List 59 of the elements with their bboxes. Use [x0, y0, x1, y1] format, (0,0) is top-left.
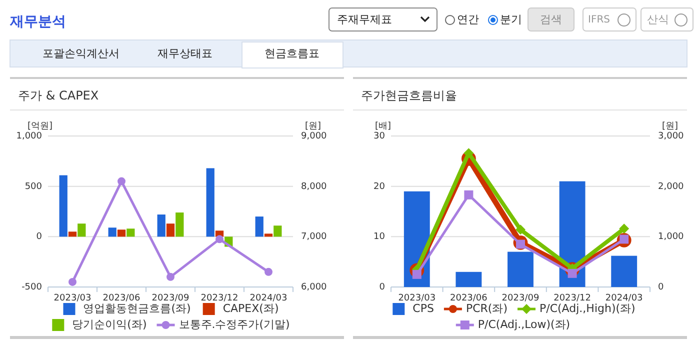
annotation: 현금흐름표: [264, 47, 320, 60]
annotation: 포괄손익계산서: [42, 47, 120, 60]
annotation: 분기: [500, 13, 522, 26]
ytick: 30: [374, 131, 385, 142]
ytick: 0: [36, 232, 42, 242]
ytick: 20: [374, 182, 385, 192]
ylabel: [배]: [374, 121, 392, 132]
ytick: 10: [374, 232, 385, 242]
ytick: 500: [24, 182, 42, 192]
legend: PCR(좌): [466, 302, 508, 316]
y2tick: 7,000: [301, 232, 327, 242]
xtick: 2023/03: [54, 293, 92, 304]
y2tick: 1,000: [658, 232, 684, 242]
point: [264, 268, 272, 276]
xtick: 2023/06: [450, 293, 488, 304]
point: [464, 148, 474, 158]
title: 주가현금흐름비율: [361, 88, 457, 102]
y2tick: 6,000: [301, 282, 327, 292]
legend: 영업활동현금흐름(좌): [83, 302, 191, 316]
legend: 보통주.수정주가(기말): [178, 318, 290, 332]
annotation: 산식: [647, 13, 669, 26]
xtick: 2023/12: [554, 293, 591, 304]
ylabel: [억원]: [27, 121, 53, 132]
ytick: 0: [379, 282, 385, 292]
y2label: [원]: [662, 121, 678, 132]
y2tick: 0: [658, 282, 664, 292]
xtick: 2023/03: [398, 293, 436, 304]
legend: CAPEX(좌): [222, 302, 279, 316]
y2tick: 9,000: [301, 131, 327, 142]
point: [68, 278, 76, 286]
xtick: 2024/03: [250, 293, 288, 304]
xtick: 2023/09: [502, 293, 540, 304]
y2label: [원]: [304, 121, 322, 132]
point: [166, 272, 174, 281]
y2tick: 2,000: [658, 182, 684, 192]
legend: P/C(Adj.,Low)(좌): [478, 318, 570, 332]
point: [464, 190, 474, 200]
legend: P/C(Adj.,High)(좌): [540, 302, 636, 316]
y2tick: 3,000: [658, 131, 684, 142]
title: 재무분석: [10, 14, 66, 30]
title: 주가 & CAPEX: [18, 88, 99, 102]
legend: 당기순이익(좌): [72, 318, 147, 332]
xtick: 2023/06: [102, 293, 140, 304]
xtick: 2023/12: [200, 293, 238, 304]
y2tick: 8,000: [301, 182, 327, 192]
annotation: IFRS: [588, 14, 610, 26]
xtick: 2023/09: [152, 293, 190, 304]
annotation: 재무상태표: [158, 47, 212, 60]
annotation: 주재무제표: [337, 13, 392, 26]
legend: CPS: [412, 302, 434, 316]
point: [619, 224, 630, 234]
ytick: -500: [22, 282, 42, 292]
annotation: 검색: [540, 13, 562, 26]
annotation: 연간: [457, 13, 479, 26]
ytick: 1,000: [16, 131, 42, 142]
point: [516, 224, 526, 235]
xtick: 2024/03: [605, 293, 643, 304]
point: [118, 177, 126, 186]
point: [216, 235, 224, 244]
